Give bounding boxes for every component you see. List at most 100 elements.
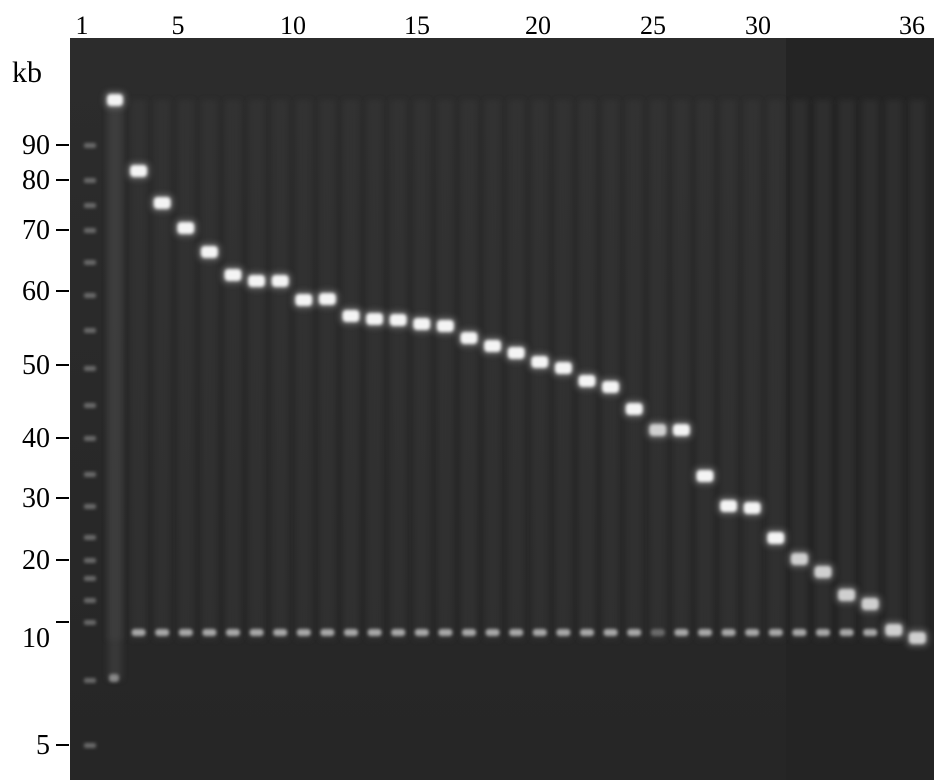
lane-streak: [366, 100, 383, 640]
lower-band: [249, 629, 264, 636]
lane-streak: [461, 100, 477, 640]
ladder-band: [84, 293, 96, 298]
band: [460, 332, 478, 344]
lane-streak: [225, 100, 241, 640]
lower-band: [580, 629, 594, 636]
lower-band: [650, 629, 665, 636]
lane-streak: [602, 100, 619, 640]
lane-streak: [649, 100, 666, 640]
lane-streak: [319, 100, 336, 640]
band: [602, 381, 620, 393]
lane-streak: [909, 100, 926, 640]
ladder-band: [84, 504, 96, 509]
ladder-band: [84, 535, 96, 540]
band: [389, 314, 407, 326]
lower-band: [674, 629, 689, 636]
ladder-band: [84, 678, 96, 683]
lower-band: [603, 629, 618, 636]
gel-panel: [786, 38, 934, 780]
band: [436, 320, 454, 332]
ladder-band: [84, 472, 96, 477]
lower-band: [155, 629, 170, 636]
ladder-band: [84, 558, 96, 563]
band: [413, 318, 431, 330]
lower-band: [296, 629, 311, 636]
lower-band: [202, 629, 217, 636]
lower-band: [131, 629, 146, 636]
ladder-band: [84, 260, 96, 265]
band: [578, 375, 596, 387]
lane-streak: [248, 100, 265, 640]
lower-band: [745, 629, 760, 636]
ladder-band: [84, 576, 96, 581]
y-tick-label: 60: [22, 276, 50, 307]
lane-streak: [343, 100, 359, 640]
lane-label: 5: [172, 11, 185, 40]
lane-streak: [272, 100, 289, 640]
lane-streak: [720, 100, 737, 640]
lane-streak: [744, 100, 761, 640]
ladder-band: [84, 178, 96, 183]
band: [484, 340, 502, 352]
lane-streak: [885, 100, 902, 640]
lower-band: [816, 629, 830, 636]
band: [248, 275, 266, 287]
band: [318, 293, 336, 305]
lane-streak: [862, 100, 879, 640]
band: [861, 598, 879, 610]
band: [130, 165, 148, 177]
band: [507, 347, 525, 359]
band: [224, 269, 242, 281]
ladder-band: [84, 403, 96, 408]
lower-band: [226, 629, 240, 636]
lane-streak: [579, 100, 595, 640]
lane-streak: [838, 100, 855, 640]
band: [672, 424, 690, 436]
band: [200, 246, 218, 258]
ladder-band: [84, 328, 96, 333]
band: [107, 94, 123, 106]
y-tick-label: 5: [36, 730, 50, 761]
lower-band: [509, 629, 524, 636]
lane-streak: [626, 100, 643, 640]
y-tick-label: 40: [22, 423, 50, 454]
band: [908, 632, 926, 644]
y-tick-label: 90: [22, 130, 50, 161]
lower-band: [839, 629, 854, 636]
band: [838, 589, 856, 601]
lower-band: [178, 629, 193, 636]
ladder-band: [84, 620, 96, 625]
band: [271, 275, 289, 287]
lane-streak: [295, 100, 312, 640]
lower-band: [462, 629, 476, 636]
band: [625, 403, 643, 415]
y-tick-label: 50: [22, 350, 50, 381]
band: [696, 470, 714, 482]
band: [767, 532, 785, 544]
band: [720, 500, 738, 512]
y-tick-label: 20: [22, 545, 50, 576]
band: [790, 553, 808, 565]
lane-streak: [791, 100, 808, 640]
lane-label: 1: [76, 11, 89, 40]
ladder-band: [84, 598, 96, 603]
lower-band: [768, 629, 783, 636]
lane-streak: [437, 100, 454, 640]
lane-streak: [413, 100, 430, 640]
lane-streak: [815, 100, 831, 640]
band: [885, 624, 903, 636]
band: [743, 502, 761, 514]
lower-band: [438, 629, 453, 636]
lower-band: [532, 629, 547, 636]
band: [814, 566, 832, 578]
band: [649, 424, 667, 436]
band: [295, 294, 313, 306]
lane-streak: [390, 100, 407, 640]
y-tick-label: 70: [22, 215, 50, 246]
lower-band: [414, 629, 429, 636]
lane-label: 10: [280, 11, 306, 40]
axis-unit: kb: [12, 56, 42, 89]
ladder-band: [84, 203, 96, 208]
lane-streak: [767, 100, 784, 640]
lanes: [107, 100, 926, 680]
